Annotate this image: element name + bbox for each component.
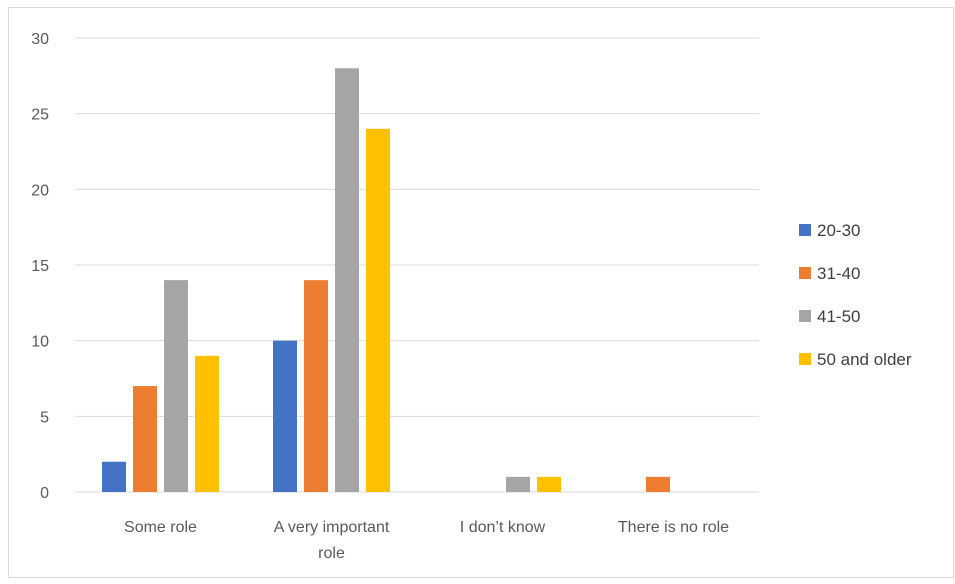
bar <box>366 128 390 493</box>
bar <box>335 68 359 492</box>
legend-label: 20-30 <box>817 221 860 240</box>
legend-swatch <box>799 310 811 322</box>
bar <box>506 476 530 492</box>
gridlines <box>75 37 759 493</box>
bar <box>133 386 157 492</box>
y-tick-label: 15 <box>31 258 49 275</box>
legend: 20-30 31-40 41-50 50 and older <box>799 221 912 369</box>
bars <box>102 68 670 493</box>
legend-swatch <box>799 224 811 236</box>
bar <box>273 340 297 492</box>
y-tick-label: 20 <box>31 182 49 199</box>
legend-label: 31-40 <box>817 264 860 283</box>
legend-swatch <box>799 267 811 279</box>
x-category-label: Some role <box>124 519 197 536</box>
x-category-label: A very important <box>274 519 390 536</box>
y-tick-label: 5 <box>40 409 49 426</box>
x-category-label: There is no role <box>618 519 729 536</box>
y-axis-ticks: 0 5 10 15 20 25 30 <box>31 31 49 502</box>
y-tick-label: 25 <box>31 107 49 124</box>
x-axis: Some role A very important role I don’t kno… <box>124 519 729 562</box>
legend-swatch <box>799 353 811 365</box>
y-tick-label: 0 <box>40 485 49 502</box>
legend-label: 50 and older <box>817 350 912 369</box>
bar <box>304 280 328 492</box>
bar-chart: 0 5 10 15 20 25 30 Some role A very important ro… <box>31 31 912 562</box>
legend-label: 41-50 <box>817 307 860 326</box>
bar <box>646 476 670 492</box>
bar <box>195 355 219 492</box>
y-tick-label: 30 <box>31 31 49 48</box>
x-category-label: role <box>318 545 345 562</box>
y-tick-label: 10 <box>31 334 49 351</box>
bar <box>102 461 126 492</box>
chart-frame: 0 5 10 15 20 25 30 Some role A very important ro… <box>8 7 954 578</box>
bar <box>164 280 188 492</box>
x-category-label: I don’t know <box>460 519 546 536</box>
bar <box>537 476 561 492</box>
